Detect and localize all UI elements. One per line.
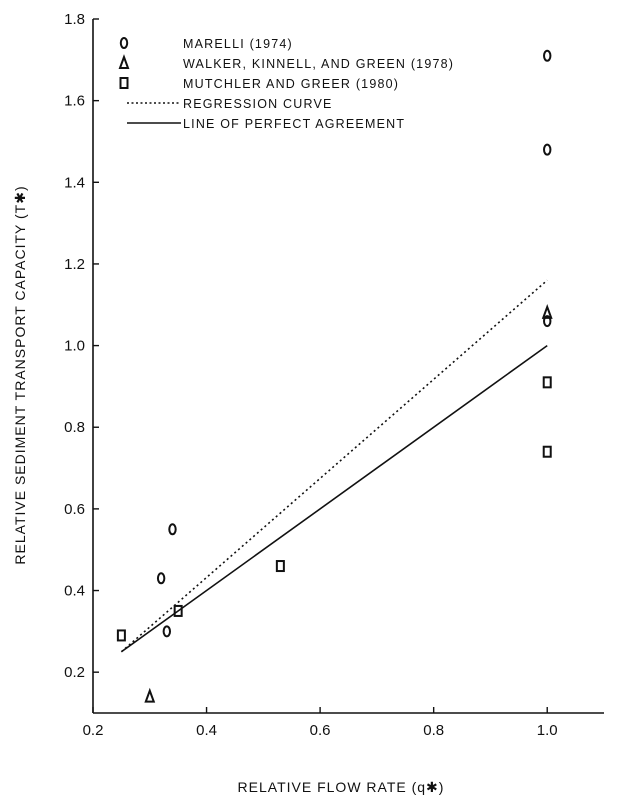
legend: MARELLI (1974) WALKER, KINNELL, AND GREEN… (118, 37, 454, 131)
circle-data-point (168, 523, 177, 536)
legend-label: MUTCHLER AND GREER (1980) (183, 77, 399, 91)
plot-lines (120, 279, 548, 653)
square-data-point (173, 604, 183, 617)
x-tick-label: 0.8 (423, 722, 444, 739)
y-tick-label: 1.8 (64, 11, 85, 28)
legend-square-icon (119, 77, 129, 89)
triangle-data-point (144, 687, 156, 703)
y-axis-label: RELATIVE SEDIMENT TRANSPORT CAPACITY (T✱… (12, 185, 28, 564)
regression-curve (120, 279, 548, 653)
circle-data-point (156, 572, 166, 585)
legend-triangle-icon (118, 54, 130, 69)
y-tick-label: 1.0 (64, 338, 85, 355)
legend-label: MARELLI (1974) (183, 37, 293, 51)
x-axis-label: RELATIVE FLOW RATE (q✱) (238, 779, 445, 795)
axes: 0.2 0.4 0.6 0.8 1.0 1.2 1.4 1.6 1.8 0.2 0.4 0.6 0.8 1… (64, 11, 604, 739)
legend-label: LINE OF PERFECT AGREEMENT (183, 117, 405, 131)
x-tick-label: 0.6 (310, 722, 331, 739)
perfect-agreement-line (120, 344, 548, 653)
circle-data-point (543, 315, 552, 328)
circle-data-point (543, 143, 552, 156)
x-tick-label: 0.4 (196, 722, 217, 739)
square-data-point (116, 629, 126, 642)
data-points (116, 49, 553, 703)
y-tick-label: 0.8 (64, 419, 85, 436)
y-tick-label: 1.2 (64, 256, 85, 273)
legend-label: WALKER, KINNELL, AND GREEN (1978) (183, 57, 454, 71)
x-tick-label: 0.2 (83, 722, 104, 739)
y-tick-label: 1.6 (64, 93, 85, 110)
x-tick-label: 1.0 (537, 722, 558, 739)
y-tick-label: 0.4 (64, 583, 85, 600)
square-data-point (542, 445, 552, 458)
circle-data-point (162, 625, 172, 638)
y-tick-label: 0.6 (64, 501, 85, 518)
y-tick-label: 0.2 (64, 664, 85, 681)
legend-label: REGRESSION CURVE (183, 97, 333, 111)
y-tick-label: 1.4 (64, 174, 85, 191)
square-data-point (275, 560, 285, 573)
triangle-data-point (541, 304, 553, 319)
square-data-point (542, 376, 552, 389)
circle-data-point (543, 49, 552, 62)
legend-circle-icon (119, 37, 129, 49)
